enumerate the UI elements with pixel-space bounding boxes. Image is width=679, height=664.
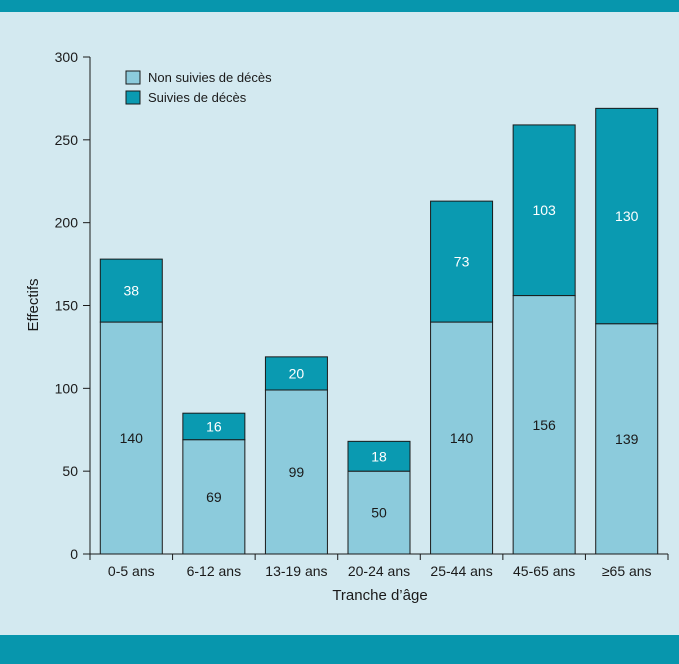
bar-value-label: 139 [615, 431, 639, 447]
x-tick-label: 13-19 ans [265, 563, 327, 579]
bar-value-label: 140 [120, 430, 144, 446]
x-tick-label: ≥65 ans [602, 563, 652, 579]
y-tick-label: 200 [55, 215, 79, 231]
bar-value-label: 103 [532, 202, 556, 218]
bar-segment-non-suivies [99, 321, 163, 555]
bottom-band [0, 635, 679, 664]
bar-segment-suivies [595, 107, 659, 325]
bar-segment-suivies [347, 440, 411, 472]
bar-value-label: 50 [371, 505, 387, 521]
legend-label: Non suivies de décès [148, 70, 272, 85]
bar-segment-suivies [99, 258, 163, 323]
y-tick-label: 150 [55, 298, 79, 314]
bars: 140 38 69 16 99 20 50 18 140 73 156 103 139 130 [99, 107, 659, 555]
bar-value-label: 18 [371, 448, 387, 464]
x-tick-label: 0-5 ans [108, 563, 155, 579]
bar-segment-non-suivies [264, 389, 328, 555]
y-axis: 0 50 100 150 200 250 300 [55, 49, 91, 562]
y-tick-label: 0 [70, 546, 78, 562]
x-tick-label: 20-24 ans [348, 563, 410, 579]
bar-segment-non-suivies [347, 470, 411, 555]
y-tick-label: 300 [55, 49, 79, 65]
bar-segment-non-suivies [595, 323, 659, 555]
x-tick-label: 25-44 ans [430, 563, 492, 579]
bar-segment-non-suivies [182, 439, 246, 555]
y-tick-label: 250 [55, 132, 79, 148]
bar-value-label: 20 [289, 365, 305, 381]
y-tick-label: 100 [55, 380, 79, 396]
legend-swatch [125, 90, 141, 105]
bar-value-label: 156 [532, 417, 556, 433]
legend-label: Suivies de décès [148, 90, 247, 105]
x-tick-label: 6-12 ans [187, 563, 241, 579]
y-tick-label: 50 [62, 463, 78, 479]
bar-value-label: 73 [454, 254, 470, 270]
x-axis: 0-5 ans 6-12 ans 13-19 ans 20-24 ans 25-44 a… [89, 553, 669, 579]
bar-segment-suivies [512, 124, 576, 297]
x-axis-title: Tranche d’âge [332, 587, 427, 604]
top-band [0, 0, 679, 12]
bar-value-label: 69 [206, 489, 222, 505]
bar-value-label: 38 [123, 283, 139, 299]
bar-segment-suivies [430, 200, 494, 323]
bar-value-label: 16 [206, 418, 222, 434]
legend: Non suivies de décès Suivies de décès [125, 70, 272, 105]
y-axis-title: Effectifs [25, 278, 42, 331]
bar-segment-suivies [182, 412, 246, 441]
bar-value-label: 99 [289, 464, 305, 480]
x-tick-label: 45-65 ans [513, 563, 575, 579]
bar-value-label: 140 [450, 430, 474, 446]
bar-segment-suivies [264, 356, 328, 391]
bar-value-label: 130 [615, 208, 639, 224]
legend-swatch [125, 70, 141, 85]
bar-segment-non-suivies [512, 295, 576, 555]
